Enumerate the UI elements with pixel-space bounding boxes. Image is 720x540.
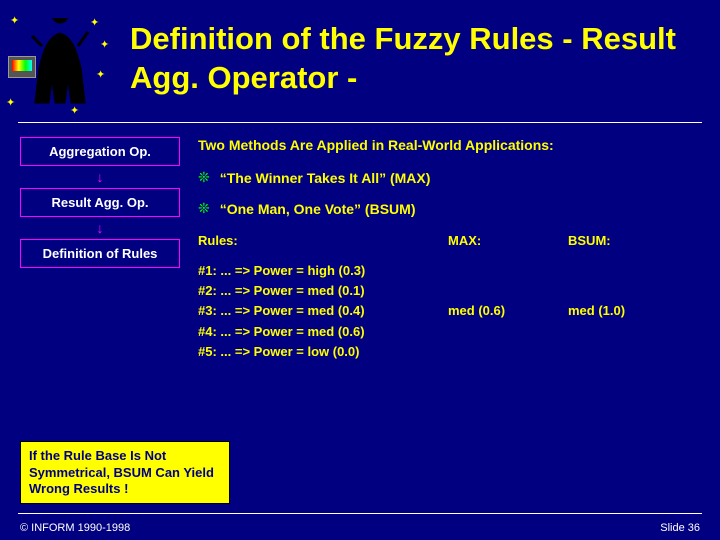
snowflake-icon: ❊ — [198, 200, 210, 217]
rule-3: #3: ... => Power = med (0.4) — [198, 301, 448, 321]
slide-title: Definition of the Fuzzy Rules - Result A… — [120, 8, 720, 98]
slide-number: Slide 36 — [660, 522, 700, 534]
table-row: #4: ... => Power = med (0.6) — [198, 322, 700, 342]
rule-4: #4: ... => Power = med (0.6) — [198, 322, 448, 342]
box-result-agg: Result Agg. Op. — [20, 188, 180, 217]
arrow-down-icon: ↓ — [20, 221, 180, 235]
bullet-1-text: “The Winner Takes It All” (MAX) — [220, 170, 431, 186]
table-row: #1: ... => Power = high (0.3) — [198, 261, 700, 281]
bullet-2: ❊ “One Man, One Vote” (BSUM) — [198, 200, 700, 217]
table-row: #5: ... => Power = low (0.0) — [198, 342, 700, 362]
rules-table: Rules: MAX: BSUM: #1: ... => Power = hig… — [198, 231, 700, 362]
box-aggregation: Aggregation Op. — [20, 137, 180, 166]
bsum-result: med (1.0) — [568, 301, 668, 321]
logo-graphic: ✦ ✦ ✦ ✦ ✦ ✦ — [0, 8, 120, 118]
divider-bottom — [18, 513, 702, 514]
header-bsum: BSUM: — [568, 231, 668, 251]
intro-text: Two Methods Are Applied in Real-World Ap… — [198, 137, 700, 153]
snowflake-icon: ❊ — [198, 169, 210, 186]
right-column: Two Methods Are Applied in Real-World Ap… — [198, 137, 700, 362]
left-column: Aggregation Op. ↓ Result Agg. Op. ↓ Defi… — [20, 137, 180, 274]
table-row: #3: ... => Power = med (0.4) med (0.6) m… — [198, 301, 700, 321]
box-definition: Definition of Rules — [20, 239, 180, 268]
copyright-text: © INFORM 1990-1998 — [20, 522, 130, 534]
table-row: #2: ... => Power = med (0.1) — [198, 281, 700, 301]
header-max: MAX: — [448, 231, 568, 251]
content-area: Aggregation Op. ↓ Result Agg. Op. ↓ Defi… — [0, 123, 720, 362]
bullet-1: ❊ “The Winner Takes It All” (MAX) — [198, 169, 700, 186]
bullet-2-text: “One Man, One Vote” (BSUM) — [220, 201, 416, 217]
arrow-down-icon: ↓ — [20, 170, 180, 184]
header-rules: Rules: — [198, 231, 448, 251]
rule-2: #2: ... => Power = med (0.1) — [198, 281, 448, 301]
rule-5: #5: ... => Power = low (0.0) — [198, 342, 448, 362]
max-result: med (0.6) — [448, 301, 568, 321]
table-header: Rules: MAX: BSUM: — [198, 231, 700, 251]
header: ✦ ✦ ✦ ✦ ✦ ✦ Definition of the Fuzzy Rule… — [0, 0, 720, 118]
rule-1: #1: ... => Power = high (0.3) — [198, 261, 448, 281]
person-silhouette-icon — [30, 18, 90, 108]
warning-box: If the Rule Base Is Not Symmetrical, BSU… — [20, 441, 230, 504]
